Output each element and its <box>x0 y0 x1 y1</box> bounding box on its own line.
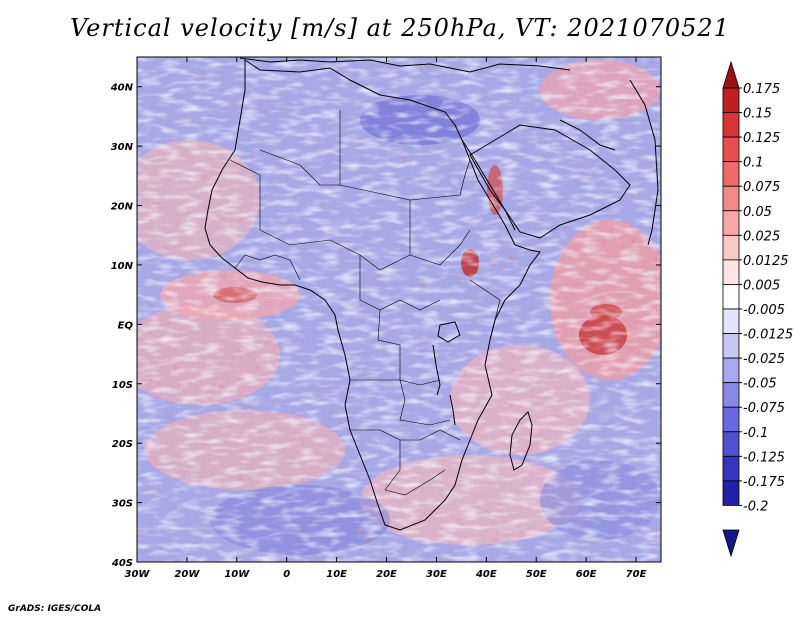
lon-label: 10E <box>326 569 347 580</box>
lon-label: 20E <box>376 569 397 580</box>
latitude-axis: 40N 30N 20N 10N EQ 10S 20S 30S 40S <box>110 83 661 569</box>
colorbar-swatch <box>722 87 740 113</box>
border <box>259 149 340 186</box>
grads-credit: GrADS: IGES/COLA <box>8 604 102 614</box>
colorbar-label: 0.005 <box>743 278 780 293</box>
colorbar-swatch <box>722 382 740 408</box>
colorbar-label: 0.075 <box>743 180 780 195</box>
lon-label: 70E <box>626 569 647 580</box>
colorbar-label: -0.005 <box>743 303 785 318</box>
madagascar <box>509 411 533 471</box>
lon-label: 40E <box>475 569 497 580</box>
lon-label: 30E <box>426 569 447 580</box>
lake-victoria <box>437 321 461 343</box>
colorbar-label: 0.15 <box>743 107 772 122</box>
colorbar-swatch <box>722 60 740 89</box>
lat-label: 40S <box>111 558 133 569</box>
field-texture-streaks <box>137 57 661 562</box>
colorbar-swatch <box>722 234 740 261</box>
arabian-peninsula <box>469 124 631 239</box>
lat-label: 40N <box>110 83 134 94</box>
lon-label: 50E <box>526 569 547 580</box>
colorbar-swatch <box>722 308 740 334</box>
border <box>377 309 441 386</box>
africa-coastline <box>204 59 541 531</box>
lat-label: 30N <box>111 142 134 153</box>
map-frame <box>136 56 662 563</box>
lon-label: 0 <box>283 569 290 580</box>
europe-coast <box>239 57 571 73</box>
lon-label: 10W <box>224 569 250 580</box>
colorbar-swatch <box>722 136 740 163</box>
coastlines <box>204 57 659 531</box>
lat-label: 10S <box>112 380 133 391</box>
colorbar-label: -0.1 <box>743 426 768 441</box>
colorbar-label: 0.0125 <box>743 254 789 269</box>
colorbar-swatch <box>722 529 740 558</box>
red-sea <box>461 139 516 231</box>
colorbar-swatch <box>722 406 740 433</box>
lat-label: 10N <box>111 261 134 272</box>
colorbar-swatch <box>722 259 740 285</box>
lat-label: EQ <box>118 320 134 331</box>
colorbar-swatch <box>722 284 740 310</box>
colorbar-swatch <box>722 455 740 482</box>
border <box>350 379 451 426</box>
colorbar: 0.175 0.15 0.125 0.1 0.075 0.05 0.025 0.0125 0.0… <box>722 60 793 558</box>
border <box>469 279 501 341</box>
colorbar-swatch <box>722 161 740 187</box>
india-coast <box>629 79 659 246</box>
lat-label: 30S <box>112 499 133 510</box>
border <box>409 159 471 201</box>
colorbar-label: -0.175 <box>743 475 785 490</box>
chart-title: Vertical velocity [m/s] at 250hPa, VT: 2… <box>70 14 730 42</box>
colorbar-label: 0.025 <box>743 229 780 244</box>
colorbar-label: -0.05 <box>743 377 777 392</box>
colorbar-label: -0.0125 <box>743 328 793 343</box>
border <box>234 254 301 281</box>
colorbar-label: 0.125 <box>743 131 780 146</box>
colorbar-label: -0.075 <box>743 401 785 416</box>
colorbar-swatch <box>722 480 740 506</box>
border <box>359 255 441 311</box>
colorbar-label: -0.125 <box>743 450 785 465</box>
border <box>409 229 471 266</box>
lon-label: 20W <box>174 569 200 580</box>
persian-gulf <box>559 119 616 151</box>
country-borders <box>229 110 501 496</box>
border <box>350 429 461 441</box>
lon-label: 60E <box>576 569 597 580</box>
lake-tanganyika <box>432 344 441 396</box>
velocity-field <box>137 57 661 562</box>
colorbar-swatch <box>722 112 740 138</box>
colorbar-label: 0.175 <box>743 82 780 97</box>
colorbar-label: 0.05 <box>743 205 772 220</box>
colorbar-swatch <box>722 357 740 384</box>
border <box>384 440 446 496</box>
colorbar-label: -0.025 <box>743 352 785 367</box>
colorbar-label: -0.2 <box>743 499 768 514</box>
colorbar-label: 0.1 <box>743 156 764 171</box>
colorbar-swatch <box>722 431 740 457</box>
lake-malawi <box>449 394 456 426</box>
lat-label: 20S <box>112 439 133 450</box>
lon-label: 30W <box>125 569 151 580</box>
longitude-axis: 30W 20W 10W 0 10E 20E 30E 40E 50E 60E 70E <box>125 57 647 580</box>
colorbar-swatch <box>722 210 740 236</box>
lat-label: 20N <box>111 202 134 213</box>
colorbar-swatch <box>722 333 740 359</box>
colorbar-swatch <box>722 185 740 212</box>
